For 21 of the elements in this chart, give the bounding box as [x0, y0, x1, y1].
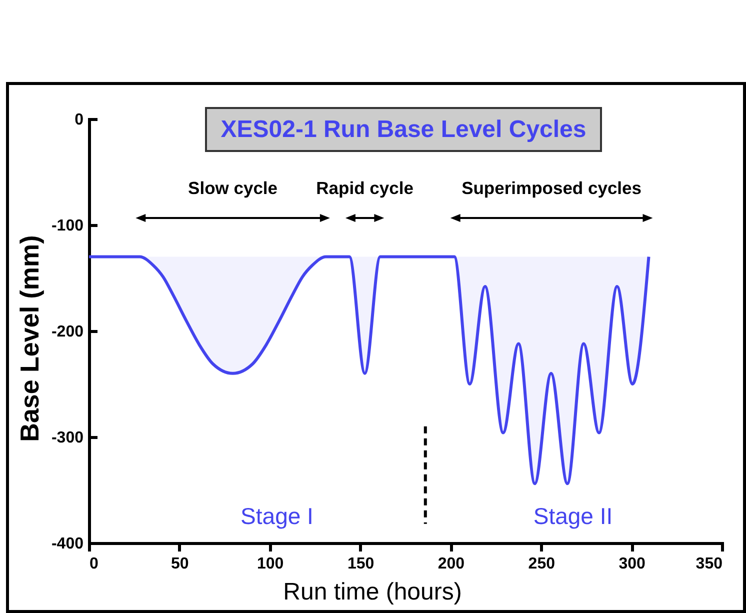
y-tick-label: -200 — [51, 324, 84, 340]
x-tick-label: 150 — [347, 556, 374, 572]
y-tick-label: -400 — [51, 536, 84, 552]
annotation: Slow cycle — [188, 178, 278, 198]
annotation: Stage II — [533, 503, 613, 529]
annotation: Stage I — [240, 503, 314, 529]
x-tick-label: 300 — [618, 556, 646, 572]
annotation: Superimposed cycles — [462, 178, 642, 198]
y-tick-label: -100 — [51, 218, 84, 234]
y-tick-label: 0 — [74, 112, 84, 128]
annotation: Rapid cycle — [316, 178, 414, 198]
x-tick-label: 200 — [438, 556, 465, 572]
x-tick-label: 50 — [171, 556, 189, 572]
x-tick-label: 0 — [90, 556, 98, 572]
x-tick-label: 250 — [528, 556, 556, 572]
x-tick-label: 100 — [257, 556, 284, 572]
y-axis-title: Base Level (mm) — [14, 235, 44, 442]
x-axis-title: Run time (hours) — [283, 578, 462, 606]
chart-title: XES02-1 Run Base Level Cycles — [220, 116, 586, 144]
x-tick-label: 350 — [696, 556, 723, 572]
y-tick-label: -300 — [51, 430, 84, 446]
